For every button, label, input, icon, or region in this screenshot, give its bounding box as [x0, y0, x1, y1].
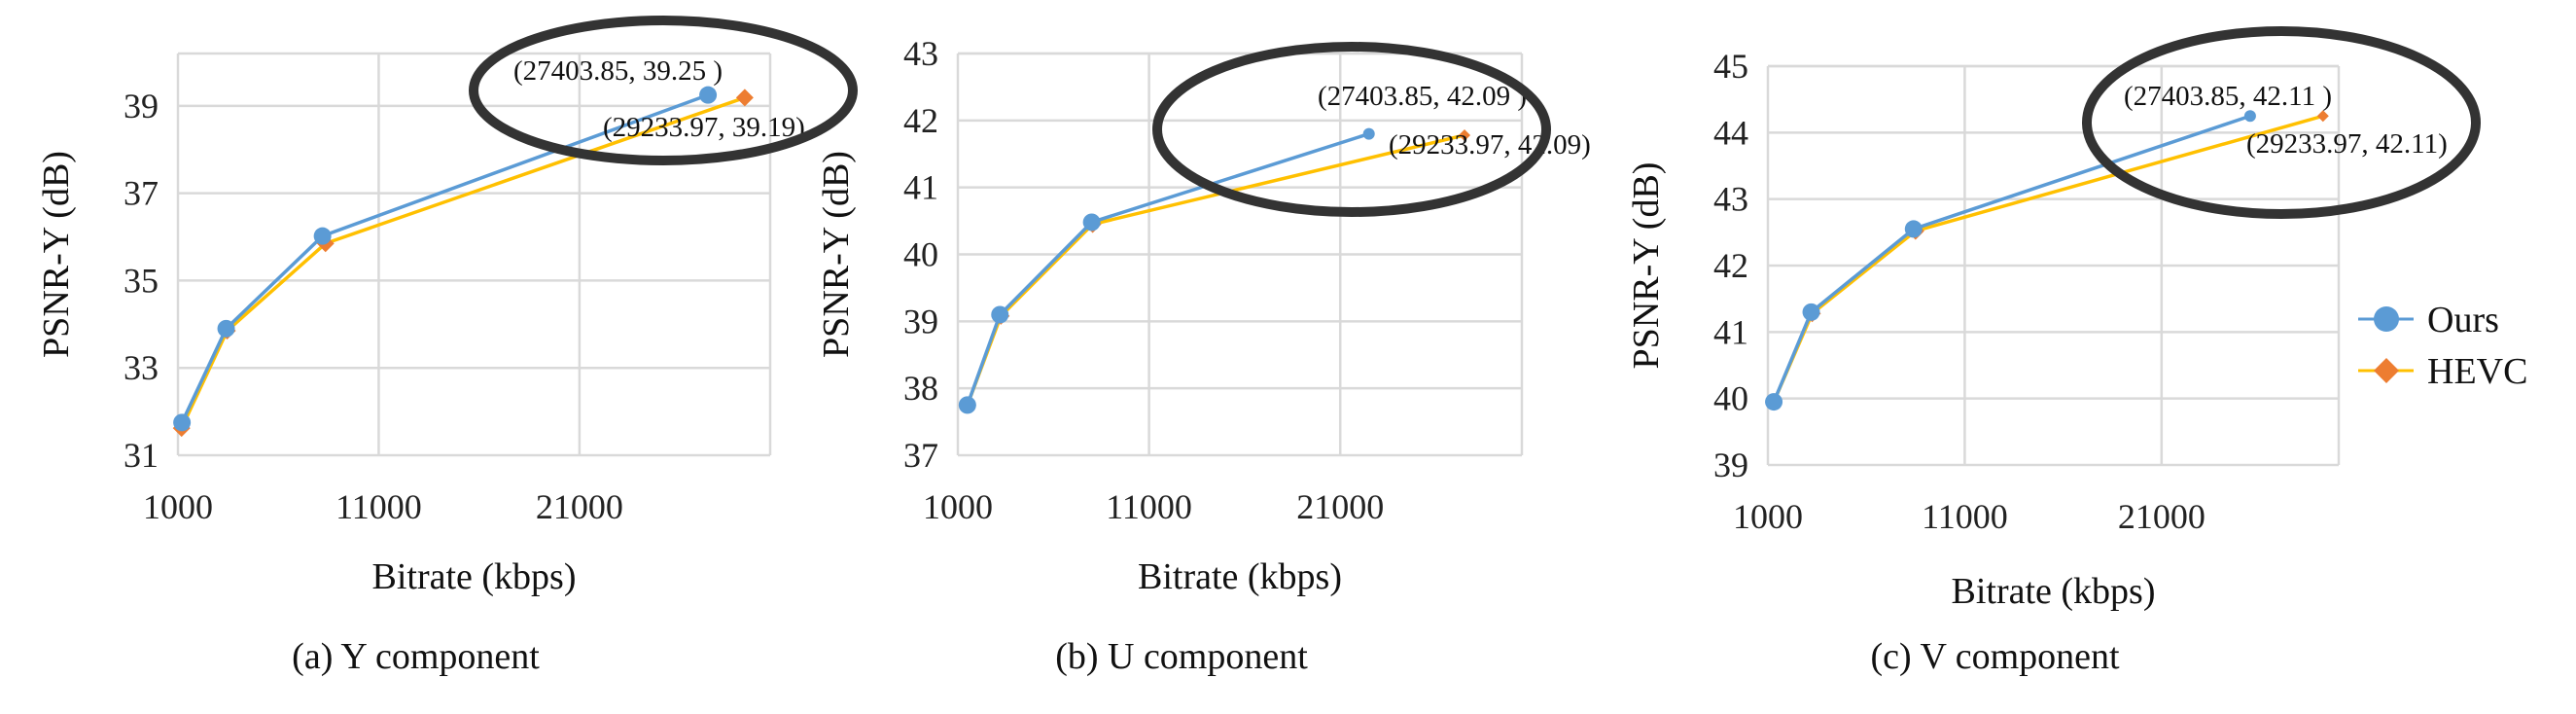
y-tick-label: 39 — [903, 302, 938, 340]
annotation-ours: (27403.85, 42.09 ) — [1318, 81, 1527, 112]
x-tick-label: 1000 — [143, 487, 213, 526]
x-axis-label: Bitrate (kbps) — [371, 556, 576, 597]
x-tick-label: 21000 — [2118, 497, 2205, 536]
data-point-ours — [958, 396, 976, 414]
y-tick-label: 42 — [903, 101, 938, 140]
chart-caption: (b) U component — [1055, 636, 1308, 677]
x-tick-label: 1000 — [923, 487, 993, 526]
y-tick-label: 44 — [1713, 113, 1748, 152]
data-point-ours — [2243, 110, 2256, 123]
highlight-ellipse — [469, 16, 858, 165]
data-point-ours — [1904, 220, 1923, 238]
data-point-ours — [1802, 303, 1820, 321]
annotation-hevc: (29233.97, 42.11) — [2246, 128, 2448, 160]
series-line-hevc — [180, 95, 746, 429]
data-point-ours — [991, 305, 1009, 324]
data-point-hevc — [1459, 128, 1471, 141]
x-axis-label: Bitrate (kbps) — [1951, 571, 2155, 612]
series-line-ours — [966, 131, 1370, 406]
y-tick-label: 42 — [1713, 246, 1748, 285]
y-axis-label: PSNR-Y (dB) — [1626, 162, 1667, 370]
data-point-ours — [173, 413, 192, 432]
x-axis-label: Bitrate (kbps) — [1138, 556, 1342, 597]
y-tick-label: 41 — [1713, 312, 1748, 351]
x-tick-label: 11000 — [1922, 497, 2008, 536]
y-tick-label: 43 — [903, 34, 938, 73]
y-tick-label: 35 — [124, 261, 159, 300]
y-tick-label: 38 — [903, 369, 938, 408]
series-line-ours — [180, 93, 709, 424]
data-point-ours — [1082, 213, 1101, 232]
chart-caption: (c) V component — [1870, 636, 2120, 677]
annotation-ours: (27403.85, 42.11 ) — [2124, 81, 2332, 112]
y-tick-label: 39 — [1713, 446, 1748, 484]
data-point-ours — [217, 319, 235, 338]
x-tick-label: 21000 — [1296, 487, 1384, 526]
x-tick-label: 11000 — [1106, 487, 1192, 526]
x-tick-label: 21000 — [536, 487, 623, 526]
y-axis-label: PSNR-Y (dB) — [816, 151, 857, 358]
data-point-hevc — [735, 89, 754, 107]
legend: Ours HEVC — [2358, 300, 2527, 392]
y-tick-label: 43 — [1713, 180, 1748, 219]
data-point-ours — [1765, 393, 1783, 411]
y-tick-label: 39 — [124, 87, 159, 125]
legend-label-hevc: HEVC — [2427, 351, 2527, 392]
x-tick-label: 11000 — [335, 487, 422, 526]
y-tick-label: 40 — [1713, 379, 1748, 418]
y-tick-label: 33 — [124, 348, 159, 387]
chart-3: 39 40 41 42 43 44 45 1000 11000 21000 Bitrate (kbp… — [1626, 26, 2481, 677]
highlight-ellipse — [2082, 26, 2481, 219]
legend-item-ours: Ours — [2358, 300, 2499, 340]
y-tick-label: 40 — [903, 235, 938, 274]
x-tick-label: 1000 — [1733, 497, 1803, 536]
chart-caption: (a) Y component — [292, 636, 540, 677]
chart-1: 31 33 35 37 39 1000 11000 21000 Bitrate (kbps) PS… — [36, 16, 858, 677]
highlight-ellipse — [1152, 42, 1551, 217]
y-tick-label: 45 — [1713, 47, 1748, 86]
legend-label-ours: Ours — [2427, 300, 2499, 340]
chart-2: 37 38 39 40 41 42 43 1000 11000 21000 Bitrate (kbp… — [816, 34, 1591, 677]
annotation-hevc: (29233.97, 42.09) — [1389, 129, 1591, 161]
data-point-ours — [699, 86, 718, 104]
series-line-ours — [1772, 114, 2251, 403]
y-tick-label: 31 — [124, 436, 159, 475]
annotation-hevc: (29233.97, 39.19) — [603, 112, 805, 143]
y-axis-label: PSNR-Y (dB) — [36, 151, 77, 358]
annotation-ours: (27403.85, 39.25 ) — [513, 55, 723, 87]
series-line-hevc — [1772, 114, 2324, 403]
y-tick-label: 37 — [903, 436, 938, 475]
data-point-hevc — [2316, 110, 2329, 123]
legend-item-hevc: HEVC — [2358, 351, 2527, 392]
y-tick-label: 37 — [124, 174, 159, 213]
y-tick-label: 41 — [903, 168, 938, 207]
data-point-ours — [313, 227, 332, 245]
data-point-ours — [1362, 127, 1375, 140]
